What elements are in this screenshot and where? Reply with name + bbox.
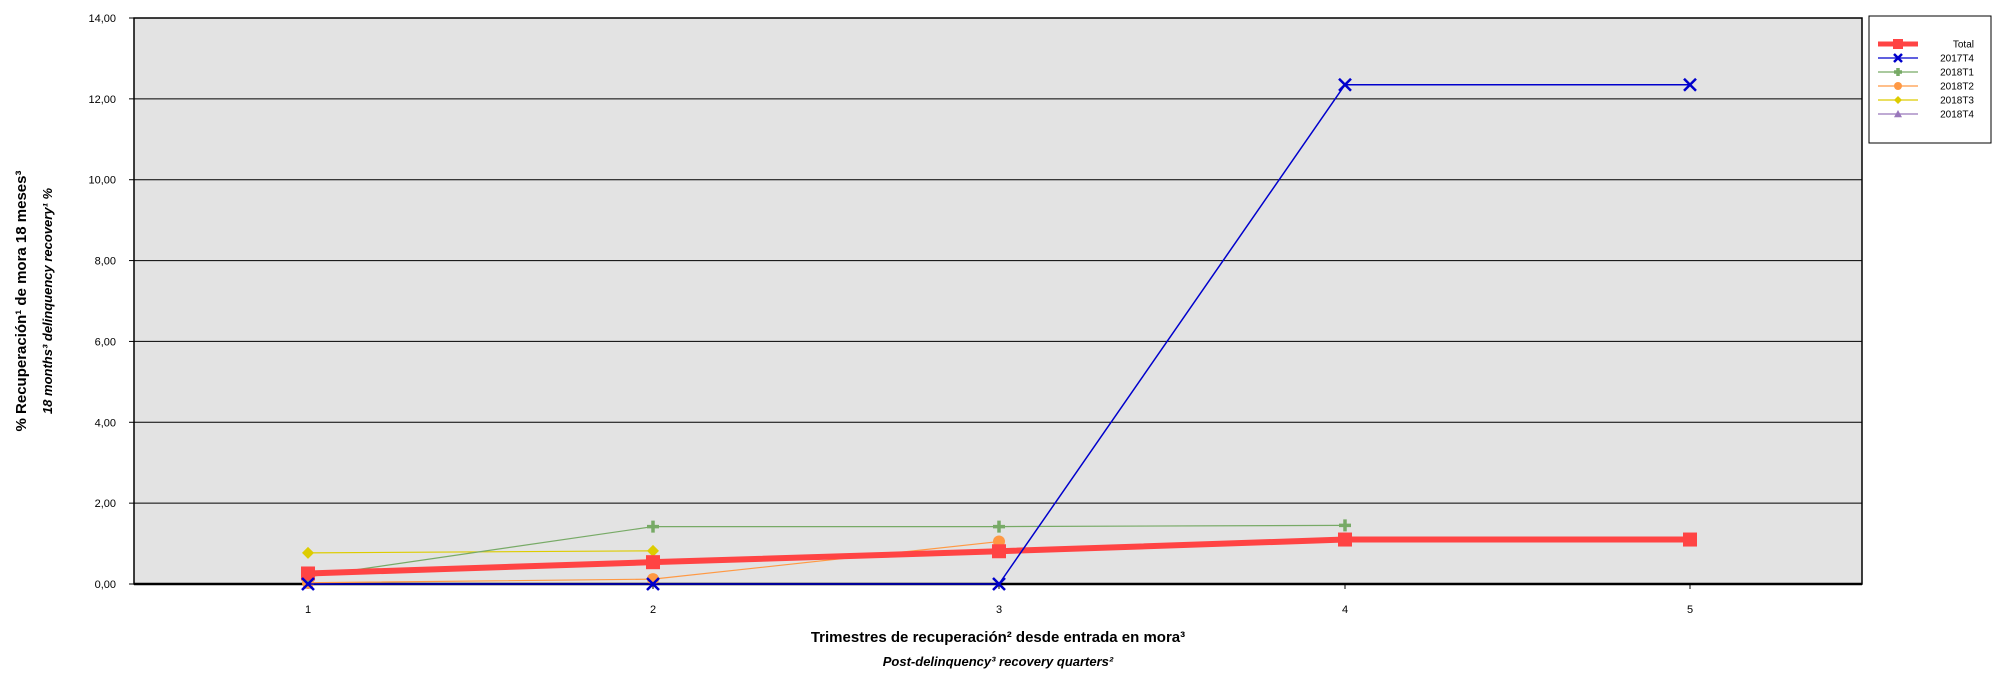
- data-point: [992, 577, 1006, 591]
- data-point: [301, 577, 315, 591]
- series-group: [301, 77, 1697, 591]
- legend-items: Total 2017T4 2018T1 2018T2 2018T3 2018T4: [1878, 39, 1974, 121]
- legend-label: Total: [1953, 40, 1974, 51]
- y-tick-label: 12,00: [88, 94, 116, 106]
- y-axis-subtitle: 18 months³ delinquency recovery¹ %: [40, 187, 55, 414]
- data-point: [1339, 519, 1351, 532]
- legend-item: 2018T2: [1878, 82, 1974, 93]
- legend-label: 2018T4: [1940, 110, 1974, 121]
- data-point: [646, 577, 660, 591]
- legend-item: 2017T4: [1878, 53, 1974, 65]
- legend-label: 2018T3: [1940, 96, 1974, 107]
- x-axis-ticks: 1 2 3 4 5: [134, 582, 1862, 616]
- data-point: [1683, 532, 1697, 547]
- y-tick-label: 6,00: [95, 336, 116, 348]
- x-axis-subtitle: Post-delinquency³ recovery quarters²: [883, 654, 1114, 669]
- data-point: [1338, 77, 1352, 92]
- data-point: [647, 520, 659, 533]
- x-tick-label: 3: [996, 604, 1002, 616]
- data-point: [992, 544, 1006, 559]
- y-tick-label: 2,00: [95, 498, 116, 510]
- series-line: [307, 524, 1346, 578]
- legend-marker: [1894, 82, 1902, 90]
- data-point: [301, 566, 315, 581]
- legend-box: [1868, 15, 1992, 144]
- data-point: [1683, 77, 1697, 92]
- legend-marker: [1894, 96, 1902, 104]
- grid-lines: [134, 98, 1862, 504]
- data-point: [302, 546, 314, 559]
- legend-item: 2018T3: [1878, 96, 1974, 107]
- y-axis-title: % Recuperación¹ de mora 18 meses³: [13, 171, 30, 432]
- x-tick-label: 1: [305, 604, 311, 616]
- series-Total: [301, 532, 1697, 581]
- x-axis-title: Trimestres de recuperación² desde entrad…: [811, 629, 1185, 646]
- legend-label: 2018T2: [1940, 82, 1974, 93]
- y-tick-label: 10,00: [88, 175, 116, 187]
- y-axis-ticks: 0,00 2,00 4,00 6,00 8,00 10,00 12,00 14,00: [88, 13, 134, 591]
- legend-item: 2018T4: [1878, 110, 1974, 121]
- y-tick-label: 0,00: [95, 579, 116, 591]
- legend-label: 2017T4: [1940, 54, 1974, 65]
- legend: Total 2017T4 2018T1 2018T2 2018T3 2018T4: [1868, 15, 1992, 144]
- x-tick-label: 5: [1687, 604, 1693, 616]
- legend-marker: [1894, 68, 1902, 76]
- series-2017T4: [301, 77, 1697, 591]
- data-point: [647, 544, 659, 557]
- data-point: [993, 520, 1005, 533]
- data-point: [646, 555, 660, 570]
- y-tick-label: 8,00: [95, 256, 116, 268]
- y-tick-label: 14,00: [88, 13, 116, 25]
- legend-item: 2018T1: [1878, 68, 1974, 79]
- plot-area: [133, 17, 1863, 585]
- legend-item: Total: [1878, 39, 1974, 51]
- x-tick-label: 4: [1342, 604, 1348, 616]
- legend-marker: [1894, 110, 1902, 118]
- legend-marker: [1893, 39, 1903, 49]
- data-point: [1338, 532, 1352, 547]
- x-tick-label: 2: [650, 604, 656, 616]
- legend-marker: [1893, 53, 1903, 63]
- y-tick-label: 4,00: [95, 417, 116, 429]
- legend-label: 2018T1: [1940, 68, 1974, 79]
